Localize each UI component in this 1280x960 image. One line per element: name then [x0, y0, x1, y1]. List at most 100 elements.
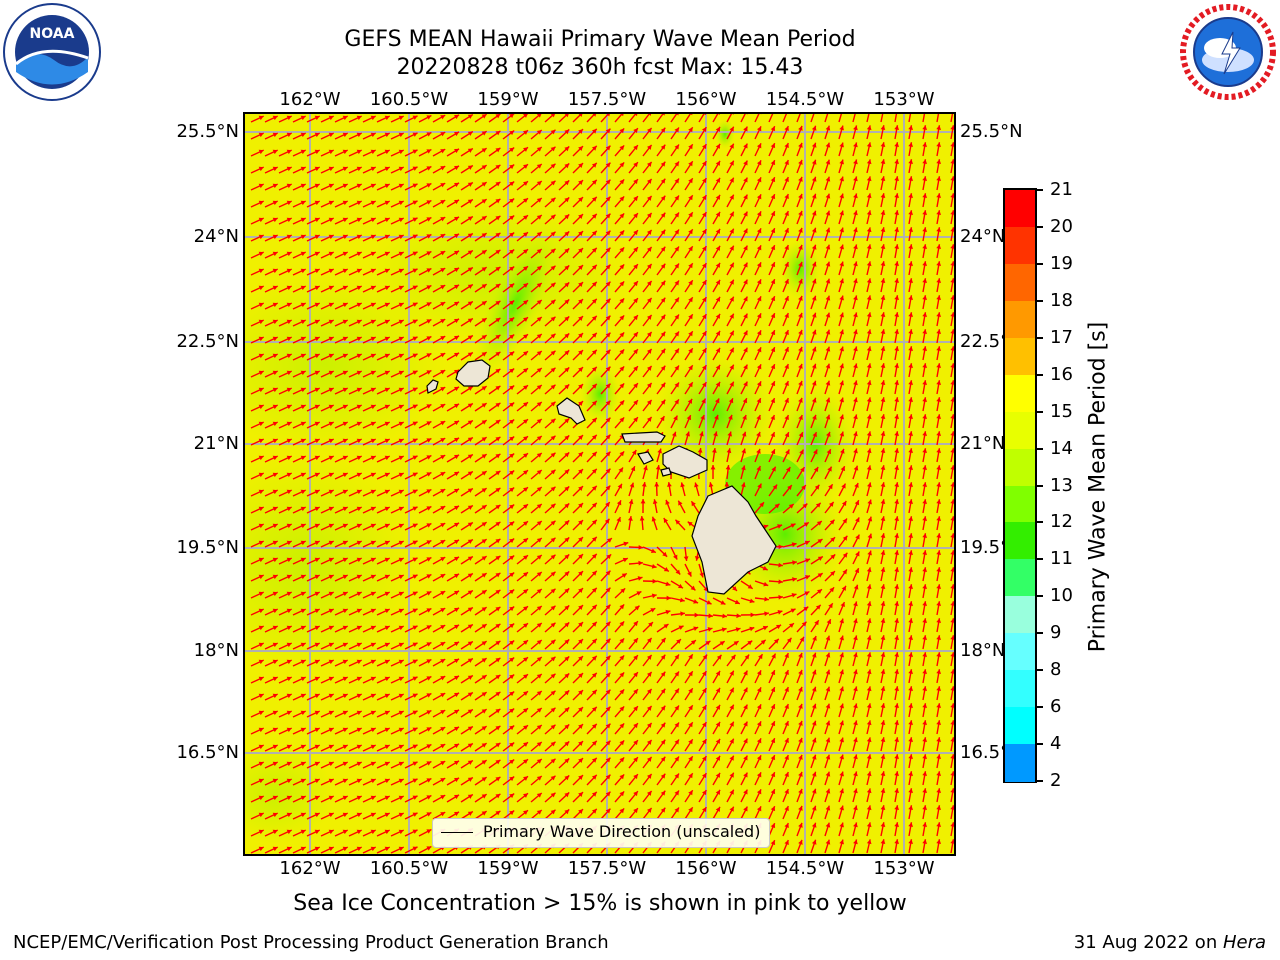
wave-arrow-head [412, 115, 418, 120]
wave-arrow-head [950, 465, 954, 470]
wave-arrow-head [756, 126, 762, 132]
wave-arrow-head [272, 370, 278, 376]
wave-arrow-head [674, 246, 679, 252]
wave-arrow-head [701, 161, 707, 167]
wave-direction-arrows [250, 114, 954, 854]
wave-arrow-head [523, 793, 528, 798]
wave-arrow-head [509, 504, 515, 510]
wave-arrow-head [412, 370, 418, 375]
wave-arrow-head [784, 738, 789, 744]
wave-arrow-head [633, 740, 638, 746]
wave-arrow-head [866, 244, 872, 250]
wave-arrow-head [811, 125, 817, 131]
wave-arrow-head [770, 228, 776, 234]
wave-arrow-head [922, 499, 928, 504]
wave-arrow-head [300, 812, 306, 818]
wave-arrow-head [370, 591, 376, 597]
wave-arrow-head [866, 686, 872, 692]
colorbar-segment [1005, 411, 1035, 450]
wave-arrow-head [646, 382, 652, 388]
wave-arrow-head [412, 336, 418, 341]
wave-arrow-head [314, 268, 320, 274]
wave-arrow-head [591, 417, 597, 423]
wave-arrow-head [467, 284, 473, 289]
wave-arrow-head [272, 353, 278, 359]
map-legend: Primary Wave Direction (unscaled) [432, 818, 770, 848]
wave-arrow-head [412, 846, 418, 851]
wave-arrow-head [784, 330, 789, 336]
colorbar-tick-label: 16 [1050, 363, 1073, 385]
wave-arrow-head [759, 502, 764, 508]
wave-arrow-head [564, 367, 570, 373]
wave-arrow-head [536, 249, 542, 254]
wave-arrow-head [481, 641, 487, 646]
wave-arrow-head [426, 268, 432, 273]
wave-arrow-head [853, 210, 858, 216]
wave-arrow-head [605, 400, 611, 406]
colorbar-segment [1005, 448, 1035, 486]
wave-arrow-head [370, 455, 376, 461]
wave-arrow-head [867, 516, 873, 522]
wave-arrow-head [258, 829, 264, 835]
wave-arrow-head [784, 415, 789, 421]
wave-arrow-head [811, 737, 817, 743]
wave-arrow-shaft [922, 114, 926, 123]
wave-arrow-head [578, 639, 583, 644]
wave-arrow-head [426, 523, 432, 528]
wave-arrow-head [523, 181, 528, 186]
wave-arrow-head [509, 606, 515, 612]
wave-arrow-head [811, 788, 817, 794]
wave-arrow-head [300, 778, 306, 784]
wave-arrow-head [688, 195, 693, 201]
wave-arrow-head [839, 805, 844, 811]
wave-arrow-head [787, 485, 792, 491]
wave-arrow-head [798, 193, 803, 199]
wave-arrow-head [894, 720, 900, 725]
wave-arrow-head [258, 523, 264, 529]
wave-arrow-head [811, 142, 817, 148]
wave-arrow-head [467, 403, 473, 408]
wave-arrow-head [356, 795, 362, 801]
wave-arrow-head [701, 722, 707, 728]
wave-arrow-head [328, 778, 334, 784]
wave-arrow-head [258, 659, 264, 665]
wave-arrow-head [646, 229, 652, 235]
wave-arrow-head [908, 363, 914, 368]
wave-arrow-head [690, 114, 693, 116]
wave-arrow-head [922, 720, 928, 725]
wave-arrow-head [825, 295, 831, 301]
wave-arrow-head [663, 624, 669, 629]
wave-arrow-head [314, 489, 320, 495]
wave-arrow-head [426, 540, 432, 545]
wave-arrow-head [743, 245, 748, 251]
wave-arrow-head [258, 149, 264, 155]
wave-arrow-head [286, 795, 292, 801]
wave-arrow-head [784, 721, 789, 727]
wave-arrow-head [894, 635, 900, 640]
wave-arrow-head [591, 621, 597, 627]
wave-arrow-head [936, 839, 942, 844]
wave-arrow-head [286, 149, 292, 155]
wave-arrow-head [936, 159, 942, 164]
wave-arrow-head [729, 704, 734, 710]
wave-arrow-head [633, 400, 638, 406]
wave-arrow-head [481, 114, 487, 119]
wave-arrow-head [633, 247, 638, 253]
wave-arrow-head [550, 231, 556, 237]
wave-arrow-head [688, 127, 693, 133]
wave-arrow-head [688, 722, 693, 728]
wave-arrow-head [398, 812, 404, 818]
wave-arrow-head [605, 638, 611, 644]
wave-arrow-head [660, 773, 666, 779]
wave-arrow-head [342, 455, 348, 461]
wave-arrow-head [650, 608, 656, 613]
wave-arrow-head [811, 159, 817, 165]
wave-arrow-head [798, 329, 803, 335]
wave-arrow-head [950, 125, 954, 130]
wave-arrow-head [762, 565, 768, 571]
wave-arrow-head [756, 704, 762, 710]
wave-arrow-head [673, 415, 678, 421]
wave-arrow-head [384, 557, 390, 563]
wave-arrow-head [356, 455, 362, 461]
wave-arrow-head [922, 346, 928, 351]
